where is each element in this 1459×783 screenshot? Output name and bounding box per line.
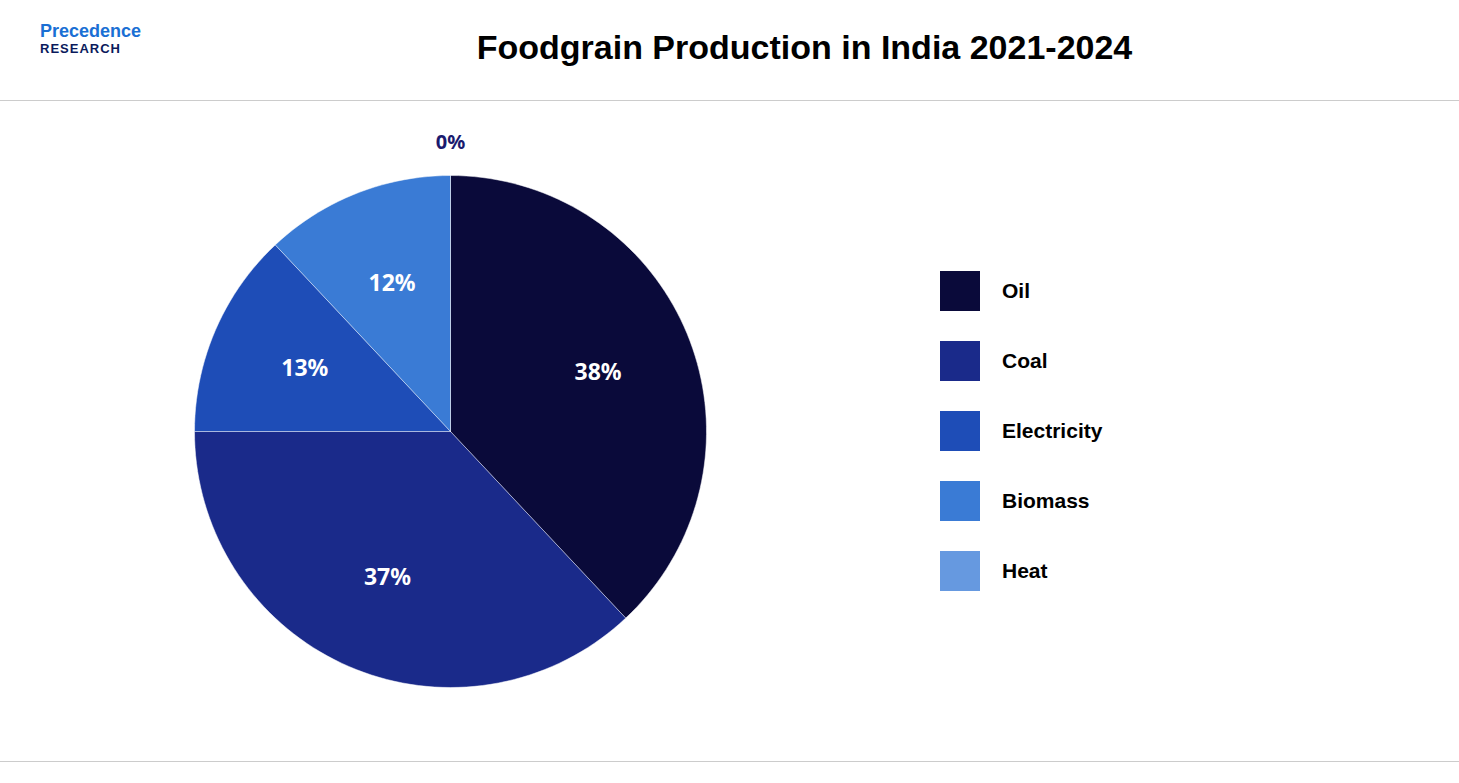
html-text:Heat: Heat: [1002, 559, 1048, 582]
html-text:Oil: Oil: [1002, 279, 1030, 302]
svg-text:12%: 12%: [369, 266, 416, 298]
svg-text:0%: 0%: [436, 128, 465, 155]
svg-text:13%: 13%: [281, 351, 328, 383]
html-text:RESEARCH: RESEARCH: [40, 40, 121, 56]
html-text:Precedence: Precedence: [40, 21, 142, 41]
svg-text:37%: 37%: [364, 560, 411, 592]
html-text:Foodgrain Production in India: Foodgrain Production in India 2021-2024: [476, 28, 1133, 66]
html-text:Biomass: Biomass: [1002, 489, 1090, 512]
html-text:Coal: Coal: [1002, 349, 1048, 372]
svg-text:38%: 38%: [575, 355, 622, 387]
html-text:Electricity: Electricity: [1002, 419, 1103, 442]
